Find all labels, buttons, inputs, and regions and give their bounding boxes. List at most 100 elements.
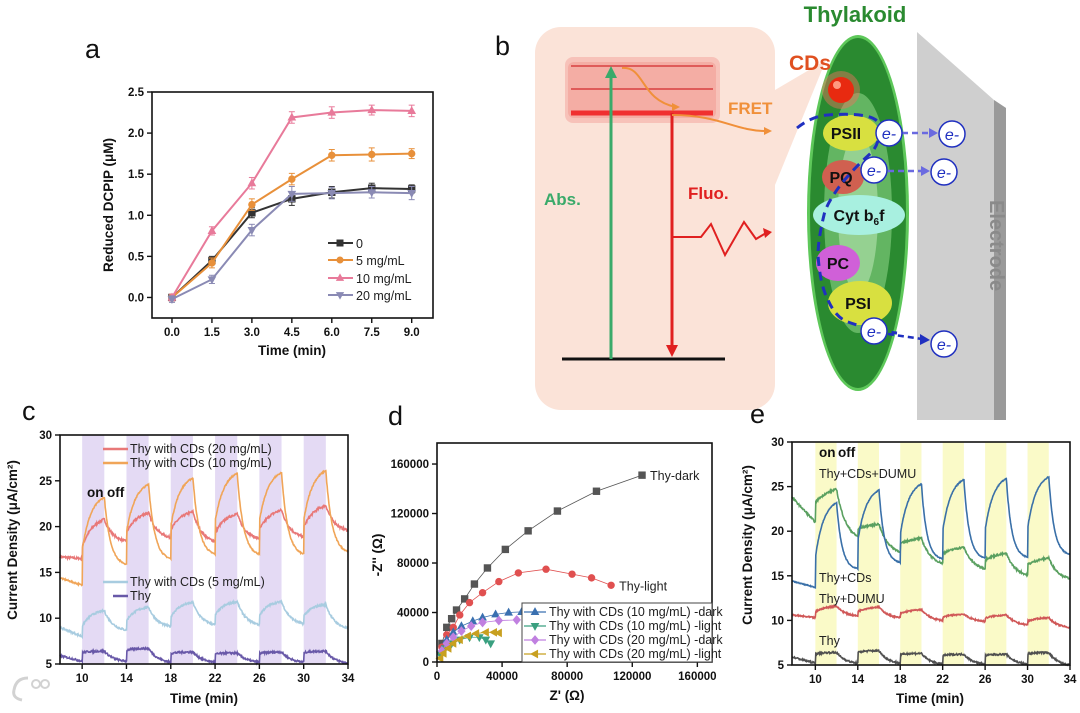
series-5-mg-ml bbox=[168, 147, 416, 302]
x-tick-label: 3.0 bbox=[244, 327, 260, 339]
y-tick-label: 30 bbox=[39, 430, 52, 442]
y-axis-title: Current Density (μA/cm²) bbox=[5, 460, 20, 620]
x-tick-label: 30 bbox=[1021, 674, 1034, 686]
x-axis-title: Time (min) bbox=[896, 691, 964, 706]
data-point bbox=[328, 151, 336, 159]
photocurrent-trace bbox=[59, 469, 349, 587]
data-point bbox=[407, 106, 417, 114]
legend-label: Thy with CDs (5 mg/mL) bbox=[130, 575, 265, 589]
series-label: Thy bbox=[819, 634, 841, 648]
electron-psi-electrode: e- bbox=[930, 330, 958, 358]
legend-marker bbox=[530, 622, 540, 631]
y-tick-label: 0.5 bbox=[128, 251, 145, 263]
diagram-b: Abs. Fluo. FRET Electrode Thylakoid CDs … bbox=[535, 2, 1007, 420]
legend-label: 0 bbox=[356, 237, 363, 251]
electron-circle bbox=[860, 156, 888, 184]
legend-label: Thy with CDs (20 mg/mL) -dark bbox=[549, 633, 723, 647]
legend-entry: Thy with CDs (20 mg/mL) -dark bbox=[524, 633, 723, 647]
series-thy-cds-dumu bbox=[791, 487, 1071, 580]
data-point bbox=[207, 276, 217, 285]
legend-marker bbox=[336, 239, 344, 247]
series-thy-light: Thy-light bbox=[438, 565, 668, 651]
electron-circle bbox=[860, 317, 888, 345]
series-thy-with-cds-10-mg-ml- bbox=[59, 469, 349, 587]
electron-arrow-psi bbox=[887, 332, 923, 341]
electron-label: e- bbox=[937, 165, 951, 182]
x-tick-label: 26 bbox=[979, 674, 992, 686]
y-tick-label: 15 bbox=[39, 567, 52, 579]
data-point bbox=[435, 653, 444, 663]
carbon-dot-sphere bbox=[828, 77, 854, 103]
data-point bbox=[407, 149, 416, 158]
data-point bbox=[587, 574, 596, 582]
legend-label: Thy with CDs (10 mg/mL) -light bbox=[549, 619, 722, 633]
psi-label: PSI bbox=[845, 296, 871, 313]
electron-psi: e- bbox=[860, 317, 888, 345]
series-thy-dumu bbox=[791, 603, 1071, 630]
electron-label: e- bbox=[945, 127, 959, 144]
y-axis-title: Current Density (μA/cm²) bbox=[740, 465, 755, 625]
series-label: Thy+CDs+DUMU bbox=[819, 467, 916, 481]
data-point bbox=[481, 636, 491, 645]
y-tick-label: 10 bbox=[771, 615, 784, 627]
y-tick-label: 25 bbox=[771, 482, 784, 494]
watermark-logo bbox=[12, 676, 50, 702]
arrowhead-icon bbox=[929, 128, 938, 138]
series-thy-with-cds-5-mg-ml- bbox=[59, 598, 349, 640]
legend-entry: 0 bbox=[328, 237, 363, 251]
data-point bbox=[367, 105, 377, 114]
electron-psii-electrode: e- bbox=[938, 120, 966, 148]
legend-marker bbox=[336, 256, 344, 264]
psi-complex bbox=[828, 281, 892, 325]
light-on-band bbox=[82, 435, 105, 664]
data-point bbox=[480, 627, 489, 637]
data-point bbox=[568, 570, 576, 578]
series-thy bbox=[791, 648, 1071, 667]
light-on-band bbox=[942, 442, 964, 665]
electron-transfer-path bbox=[796, 112, 898, 335]
data-point bbox=[512, 614, 521, 625]
data-point bbox=[470, 580, 479, 588]
data-point bbox=[287, 112, 297, 121]
legend-entry: 10 mg/mL bbox=[328, 272, 412, 286]
excited-state-glow-inner bbox=[568, 62, 716, 118]
y-tick-label: 5 bbox=[46, 659, 53, 671]
nonradiative-zigzag bbox=[672, 220, 767, 258]
series-thy-with-cds-20-mg-ml-dark bbox=[437, 614, 521, 656]
data-point bbox=[207, 226, 217, 234]
legend-entry: Thy with CDs (10 mg/mL) -light bbox=[524, 619, 722, 633]
y-tick-label: 15 bbox=[771, 571, 784, 583]
photocurrent-trace bbox=[791, 648, 1071, 667]
legend-marker bbox=[335, 292, 345, 300]
data-point bbox=[456, 611, 464, 619]
data-point bbox=[438, 648, 447, 658]
legend-entry: Thy with CDs (20 mg/mL) bbox=[103, 442, 272, 456]
zigzag-arrowhead-icon bbox=[763, 228, 772, 238]
data-point bbox=[447, 614, 456, 623]
data-point bbox=[465, 598, 474, 607]
legend-marker bbox=[530, 607, 540, 616]
x-tick-label: 160000 bbox=[678, 671, 716, 683]
legend-entry: Thy with CDs (10 mg/mL) bbox=[103, 456, 272, 470]
data-point bbox=[288, 175, 296, 183]
data-point bbox=[491, 609, 500, 618]
series-thy bbox=[59, 646, 349, 666]
cyt-label-subscript: 6 bbox=[874, 217, 880, 228]
absorption-arrowhead-icon bbox=[605, 66, 617, 78]
y-tick-label: 0.0 bbox=[128, 292, 144, 304]
fluo-label: Fluo. bbox=[688, 184, 729, 203]
on-label: on bbox=[87, 485, 104, 500]
data-point bbox=[208, 259, 216, 267]
x-tick-label: 10 bbox=[76, 673, 89, 685]
x-tick-label: 9.0 bbox=[404, 327, 420, 339]
electron-circle bbox=[930, 330, 958, 358]
fret-label: FRET bbox=[728, 99, 773, 118]
y-tick-label: 5 bbox=[778, 660, 785, 672]
legend-label: Thy with CDs (20 mg/mL) bbox=[130, 442, 272, 456]
fret-curve bbox=[671, 114, 767, 132]
y-tick-label: 40000 bbox=[397, 608, 429, 620]
electron-pq-electrode: e- bbox=[930, 158, 958, 186]
legend-label: Thy with CDs (10 mg/mL) -dark bbox=[549, 605, 723, 619]
cds-label: CDs bbox=[789, 52, 831, 75]
data-point bbox=[494, 615, 504, 626]
